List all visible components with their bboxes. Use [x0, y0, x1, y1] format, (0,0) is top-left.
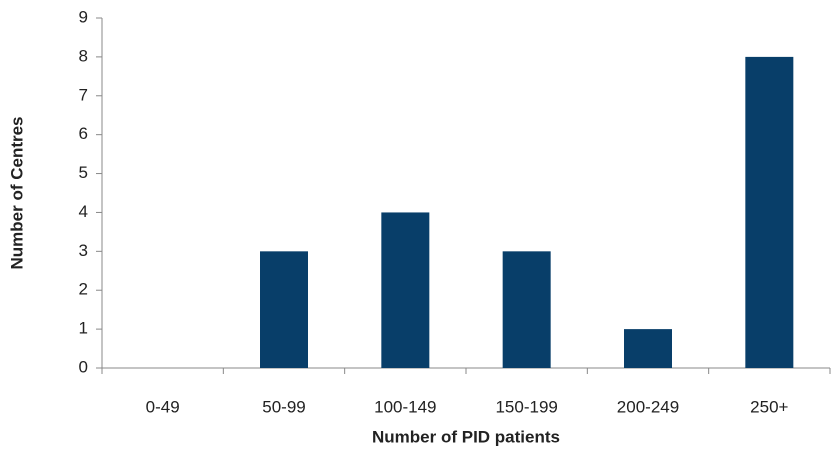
- x-tick-label: 200-249: [617, 397, 679, 416]
- y-tick-label: 3: [79, 241, 88, 260]
- y-tick-label: 4: [79, 202, 88, 221]
- x-tick-label: 250+: [750, 397, 788, 416]
- bar: [502, 251, 551, 368]
- y-tick-label: 5: [79, 163, 88, 182]
- x-tick-label: 150-199: [495, 397, 557, 416]
- bar: [745, 56, 794, 369]
- y-tick-label: 7: [79, 85, 88, 104]
- bar: [381, 212, 430, 368]
- y-tick-label: 9: [79, 7, 88, 26]
- bar: [624, 329, 672, 368]
- y-tick-label: 0: [79, 357, 88, 376]
- x-tick-label: 100-149: [374, 397, 436, 416]
- y-tick-label: 6: [79, 124, 88, 143]
- y-tick-label: 1: [79, 319, 88, 338]
- y-tick-label: 8: [79, 46, 88, 65]
- bar: [260, 251, 308, 368]
- x-tick-label: 50-99: [262, 397, 305, 416]
- x-axis-title: Number of PID patients: [372, 427, 560, 446]
- y-axis-title: Number of Centres: [7, 116, 26, 269]
- y-tick-label: 2: [79, 280, 88, 299]
- x-tick-label: 0-49: [146, 397, 180, 416]
